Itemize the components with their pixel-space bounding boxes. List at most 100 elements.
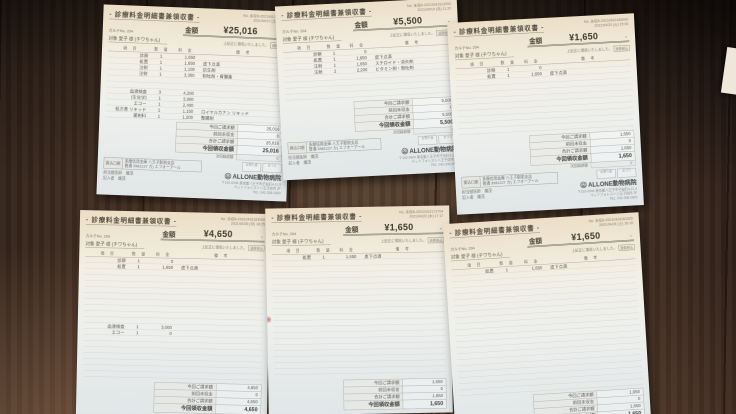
bank-label: 振込口座	[103, 157, 123, 169]
amount-value: ¥5,500	[392, 15, 423, 27]
tax-included-badge: 消費税込	[248, 245, 265, 252]
amount-suffix: -	[260, 233, 263, 240]
karte-number: カルテNo. 204	[108, 28, 134, 34]
receipt-paper: - 診療料金明細書兼領収書 - No. 未収B-20210424161925 2…	[442, 212, 652, 414]
item-note	[177, 331, 263, 339]
receipt-top-left: - 診療料金明細書兼領収書 - No. 未収B-20210417102800 2…	[96, 4, 294, 202]
doc-meta: No. 未収B-20210420150000 2021/04/20 (火) 15…	[584, 18, 629, 29]
summary-box: 今回ご請求額 25,016 前回未収金 0 合計ご請求額 25,016 今回領収金額 25,0…	[175, 121, 284, 157]
doc-meta: No. 未収B-20210426183000 2021/04/26 (月) 18…	[221, 217, 265, 227]
receipt-note-text: 上記正に領収いたしました。	[566, 47, 613, 54]
patient-name: 対象 愛子 様 (チワちゃん)	[282, 33, 342, 44]
item-qty: 2	[333, 68, 337, 74]
patient-name: 対象 愛子 様 (チワちゃん)	[85, 240, 145, 249]
receipt-paper: - 診療料金明細書兼領収書 - No. 未収B-20210417102800 2…	[96, 4, 294, 202]
summary-label: 今回領収金額	[154, 403, 216, 414]
items-table-rows: 診察 1 0 処置 1 1,650 皮下点滴	[455, 59, 634, 138]
amount-value: ¥1,650	[384, 222, 414, 233]
tendered-box: お預り金	[596, 168, 616, 179]
amount-value: ¥25,016	[223, 25, 258, 37]
item-price: 1,200	[182, 114, 194, 120]
red-stamp-mark	[266, 316, 272, 324]
amount-suffix: -	[439, 225, 442, 232]
summary-value: 1,650	[402, 399, 447, 409]
karte-number: カルテNo. 204	[85, 233, 111, 239]
amount-label: 金額	[345, 225, 359, 234]
clinic-logo-icon	[401, 147, 408, 155]
bank-label: 振込口座	[461, 176, 481, 189]
amount-label: 金額	[184, 26, 199, 35]
item-name: 処置	[302, 254, 312, 260]
amount-label: 金額	[528, 36, 543, 45]
change-box: おつり	[616, 167, 637, 178]
doc-meta: No. 未収B-20210422171704 2021/04/22 (木) 17…	[399, 210, 443, 220]
doc-datetime: 2021/04/26 (月) 18:25	[230, 222, 265, 227]
receipt-title: - 診療料金明細書兼領収書 -	[271, 210, 363, 224]
receipt-bottom-right: - 診療料金明細書兼領収書 - No. 未収B-20210424161925 2…	[442, 212, 652, 414]
karte-number: カルテNo. 204	[281, 28, 307, 35]
item-name: 処置	[117, 263, 126, 269]
amount-label: 金額	[528, 236, 543, 245]
tendered-box: お預り金	[241, 162, 262, 172]
receipt-top-right: - 診療料金明細書兼領収書 - No. 未収B-20210420150000 2…	[447, 13, 644, 215]
receipt-paper: - 診療料金明細書兼領収書 - No. 未収B-20210420150000 2…	[447, 13, 644, 215]
receipt-note-text: 上記正に領収いたしました。	[380, 238, 427, 244]
change-box: おつり	[262, 162, 282, 173]
tax-included-badge: 消費税込	[618, 244, 635, 251]
tendered-box: お預り金	[417, 135, 438, 146]
karte-number: カルテNo. 204	[450, 245, 475, 252]
item-qty: 1	[157, 113, 161, 119]
amount-label: 金額	[162, 230, 176, 239]
receipt-note: 上記正に領収いたしました。 消費税込	[381, 237, 444, 244]
receipt-paper: - 診療料金明細書兼領収書 - No. 未収B-20210426183000 2…	[75, 210, 272, 414]
item-price: 1,650	[531, 265, 543, 271]
item-name: 注射	[313, 69, 323, 75]
receipt-footer: 振込口座 多摩信用金庫 八王子駅前支店 普通 3981227 カ) エフオーアー…	[461, 166, 638, 211]
items-table-rows: 診察 1 0 処置 1 1,650 皮下点滴 注射 1 1,650 ステロイド・消炎剤 注射 2 2,20…	[283, 44, 456, 104]
receipt-title: - 診療料金明細書兼領収書 -	[85, 214, 177, 227]
clinic-logo-icon	[224, 172, 231, 180]
patient-name: 対象 愛子 様 (チワちゃん)	[108, 34, 168, 45]
items-table-rows: 処置 1 1,650 皮下点滴	[272, 252, 447, 380]
receipt-note-text: 上記正に領収いたしました。	[223, 42, 269, 48]
summary-row: 今回領収金額 4,650	[153, 403, 262, 414]
receipt-note-text: 上記正に領収いたしました。	[389, 31, 435, 38]
amount-label: 金額	[354, 20, 368, 29]
receipt-note-text: 上記正に領収いたしました。	[571, 246, 618, 253]
patient-name: 対象 愛子 様 (チワちゃん)	[271, 237, 331, 247]
amount-value: ¥4,650	[203, 228, 233, 240]
items-table-rows: 診察 1 0 処置 1 1,650 皮下点滴 血液検査 1 3,000 エコー 1 0	[82, 256, 265, 384]
column-label: 数 量	[316, 247, 331, 253]
column-label: 数 量	[154, 46, 169, 52]
receipt-footer: 振込口座 多摩信用金庫 八王子駅前支店 普通 3981227 カ) エフオーアー…	[103, 155, 282, 197]
item-price: 3,300	[183, 72, 195, 78]
item-qty: 1	[505, 267, 509, 273]
karte-number: カルテNo. 204	[271, 231, 297, 237]
item-price: 1,650	[531, 71, 543, 77]
item-note: 皮下点滴	[364, 253, 382, 259]
summary-label: 今回領収金額	[343, 400, 403, 410]
karte-number: カルテNo. 204	[454, 44, 479, 51]
receipt-footer: 振込口座 多摩信用金庫 八王子駅前支店 普通 3981227 カ) エフオーアー…	[287, 132, 459, 176]
amount-box: 金額 ¥1,650 -	[343, 221, 444, 236]
amount-value: ¥1,650	[568, 31, 599, 43]
receipt-bottom-left: - 診療料金明細書兼領収書 - No. 未収B-20210426183000 2…	[75, 210, 272, 414]
receipt-paper: - 診療料金明細書兼領収書 - No. 未収B-20210422171704 2…	[265, 205, 453, 414]
summary-box: 今回ご請求額 4,650 前回未収金 0 合計ご請求額 4,650 今回領収金額 4,650	[153, 382, 262, 414]
column-label: 数 量	[131, 251, 147, 257]
items-table-rows: 診察 1 1,650 処置 1 1,650 皮下点滴 注射 1 1,100 抗生剤 注射 1 3,300 制…	[105, 51, 286, 125]
receipt-note: 上記正に領収いたしました。 消費税込	[201, 244, 265, 252]
doc-meta: No. 未収B-20210424161925 2021/04/24 (土) 16…	[589, 217, 634, 229]
receipt-paper: - 診療料金明細書兼領収書 - No. 未収B-20210419112000 2…	[274, 0, 466, 181]
items-table-rows: 処置 1 1,650 皮下点滴	[451, 258, 644, 398]
column-label: 料 金	[339, 247, 354, 253]
item-qty: 1	[322, 254, 325, 260]
amount-suffix: -	[625, 33, 628, 40]
item-qty: 1	[507, 72, 510, 78]
item-name: 薬剤料	[133, 112, 147, 119]
tax-included-badge: 消費税込	[427, 237, 444, 244]
tax-included-badge: 消費税込	[613, 45, 630, 52]
